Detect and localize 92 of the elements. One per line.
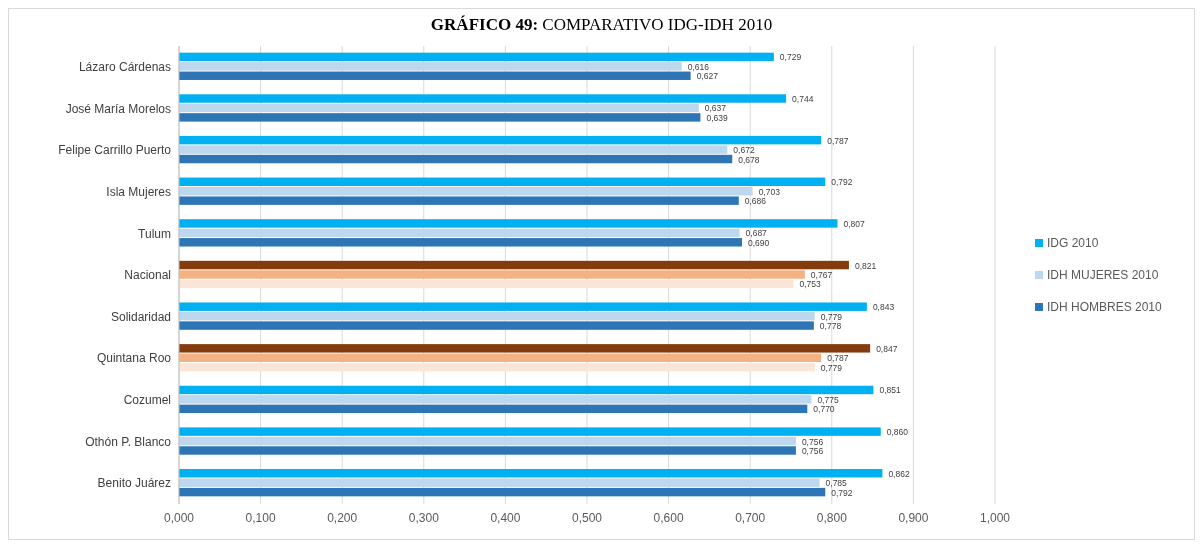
data-label: 0,847 <box>876 343 898 354</box>
bar <box>179 353 822 362</box>
data-label: 0,779 <box>820 311 843 322</box>
data-label: 0,637 <box>704 103 727 114</box>
data-label: 0,686 <box>744 196 767 207</box>
bar <box>179 446 796 455</box>
legend-label: IDH MUJERES 2010 <box>1047 268 1159 283</box>
data-label: 0,778 <box>819 321 842 332</box>
bar <box>179 196 739 205</box>
x-tick-label: 0,500 <box>571 511 603 525</box>
y-tick-label: Isla Mujeres <box>106 184 171 199</box>
data-label: 0,843 <box>872 302 895 313</box>
x-tick-label: 0,900 <box>898 511 929 525</box>
data-label: 0,678 <box>738 154 760 165</box>
bar <box>179 270 805 279</box>
chart-title: GRÁFICO 49: COMPARATIVO IDG-IDH 2010 <box>430 15 773 34</box>
bar <box>179 103 699 113</box>
y-tick-label: Othón P. Blanco <box>85 434 172 449</box>
bar <box>179 385 874 395</box>
legend-label: IDH HOMBRES 2010 <box>1047 300 1163 315</box>
x-tick-label: 1,000 <box>979 511 1011 525</box>
data-label: 0,756 <box>801 445 824 456</box>
bar <box>179 404 808 414</box>
bar <box>179 279 794 289</box>
y-tick-label: Felipe Carrillo Puerto <box>58 143 172 158</box>
bar <box>179 145 728 154</box>
data-label: 0,687 <box>745 228 768 239</box>
bar <box>179 362 815 372</box>
data-label: 0,627 <box>696 71 719 82</box>
data-label: 0,792 <box>831 487 853 498</box>
bar <box>179 62 682 71</box>
data-label: 0,787 <box>827 353 849 364</box>
y-tick-label: Benito Juárez <box>97 476 171 491</box>
data-label: 0,703 <box>758 186 781 197</box>
legend-label: IDG 2010 <box>1047 236 1099 251</box>
data-label: 0,787 <box>827 135 849 146</box>
data-label: 0,616 <box>687 61 710 72</box>
y-tick-label: Solidaridad <box>110 309 171 324</box>
bar <box>179 344 871 353</box>
bar <box>179 52 774 62</box>
y-tick-label: José María Morelos <box>65 101 171 116</box>
bar <box>179 311 815 321</box>
bar <box>179 94 787 103</box>
bar <box>179 487 826 497</box>
x-tick-label: 0,600 <box>653 511 684 525</box>
bar <box>179 154 733 164</box>
bar <box>179 302 867 311</box>
data-label: 0,807 <box>843 218 866 229</box>
data-label: 0,862 <box>888 468 910 479</box>
bar <box>179 395 812 404</box>
x-tick-label: 0,700 <box>735 511 766 525</box>
data-label: 0,775 <box>817 394 839 405</box>
y-tick-label: Nacional <box>124 268 171 283</box>
x-tick-label: 0,000 <box>163 511 195 525</box>
x-tick-label: 0,400 <box>490 511 521 525</box>
x-tick-label: 0,200 <box>327 511 358 525</box>
data-label: 0,744 <box>792 93 814 104</box>
bar <box>179 219 838 228</box>
bar <box>179 436 796 446</box>
bar <box>179 427 881 436</box>
data-label: 0,851 <box>879 385 901 396</box>
data-label: 0,753 <box>799 279 821 290</box>
y-tick-label: Quintana Roo <box>96 351 172 366</box>
x-tick-label: 0,100 <box>245 511 276 525</box>
y-tick-label: Tulum <box>138 226 171 241</box>
bar <box>179 71 691 80</box>
data-label: 0,860 <box>886 427 909 438</box>
data-label: 0,729 <box>779 52 802 63</box>
x-tick-label: 0,800 <box>816 511 848 525</box>
data-label: 0,785 <box>825 478 848 489</box>
data-label: 0,756 <box>801 436 824 447</box>
bar <box>179 135 822 145</box>
bar <box>179 228 740 238</box>
bar <box>179 260 849 270</box>
bar <box>179 113 701 122</box>
bar <box>179 238 743 247</box>
data-label: 0,821 <box>854 260 877 271</box>
bar <box>179 478 820 487</box>
x-tick-label: 0,300 <box>408 511 440 525</box>
data-label: 0,672 <box>733 145 755 156</box>
data-label: 0,690 <box>748 237 770 248</box>
data-label: 0,779 <box>820 362 843 373</box>
data-label: 0,770 <box>813 404 835 415</box>
data-label: 0,792 <box>831 177 853 188</box>
data-label: 0,767 <box>810 269 833 280</box>
y-tick-label: Lázaro Cárdenas <box>78 60 171 75</box>
bar <box>179 469 883 478</box>
bar <box>179 177 826 187</box>
data-label: 0,639 <box>706 112 728 123</box>
y-tick-label: Cozumel <box>123 393 171 408</box>
bar <box>179 187 753 196</box>
bar <box>179 321 814 330</box>
